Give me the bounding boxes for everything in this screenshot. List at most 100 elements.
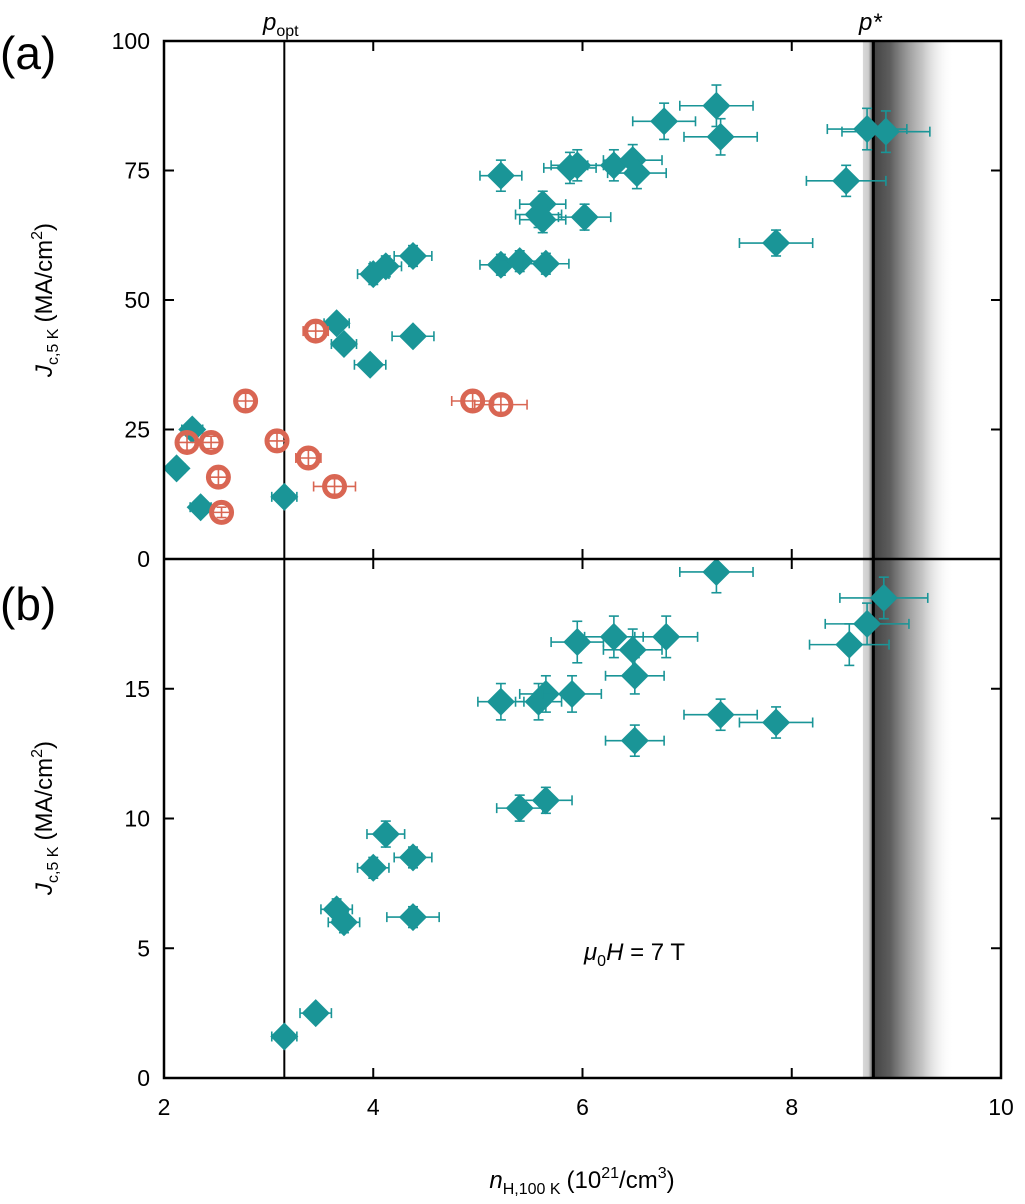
diamond-point xyxy=(824,602,910,646)
circle-point xyxy=(198,429,224,455)
diamond-marker xyxy=(702,91,731,120)
diamond-point xyxy=(518,786,573,815)
ticks-b: 2 4 6 8 10 0 5 10 15 xyxy=(124,559,1014,1120)
diamond-marker xyxy=(270,482,299,511)
diamond-point xyxy=(479,159,523,193)
p-star-shade xyxy=(862,41,954,559)
data-points-b xyxy=(270,559,929,1051)
diamond-marker xyxy=(486,687,515,716)
diamond-point xyxy=(683,698,759,732)
diamond-point xyxy=(606,156,668,190)
diamond-marker xyxy=(835,630,864,659)
x-tick-label: 10 xyxy=(988,1094,1014,1120)
diamond-marker xyxy=(164,454,191,483)
circle-marker xyxy=(303,318,329,344)
diamond-point xyxy=(604,724,665,758)
y-tick-label: 5 xyxy=(137,935,150,961)
diamond-marker xyxy=(702,559,731,586)
circle-point xyxy=(312,473,357,499)
diamond-marker xyxy=(301,999,330,1028)
circle-marker xyxy=(322,473,348,499)
diamond-point xyxy=(353,350,387,379)
diamond-point xyxy=(393,241,433,270)
diamond-point xyxy=(369,252,403,281)
diamond-point xyxy=(679,559,754,594)
data-points-a xyxy=(164,84,931,525)
circle-point xyxy=(264,428,290,454)
circle-point xyxy=(174,429,200,455)
y-tick-label: 25 xyxy=(124,417,150,443)
y-tick-label: 0 xyxy=(137,1065,150,1091)
diamond-marker xyxy=(762,708,791,737)
diamond-point xyxy=(366,820,406,849)
diamond-marker xyxy=(270,1022,299,1051)
diamond-marker xyxy=(356,350,385,379)
diamond-marker xyxy=(871,117,900,146)
diamond-point xyxy=(270,1022,299,1051)
diamond-marker xyxy=(399,843,428,872)
diamond-point xyxy=(322,309,351,338)
diamond-marker xyxy=(706,122,735,151)
panel-b: 2 4 6 8 10 0 5 10 15 (b) Jc,5 K(MA/cm2) μ0H = 7 … xyxy=(0,559,1014,1198)
y-tick-label: 50 xyxy=(124,287,150,313)
diamond-marker xyxy=(528,205,557,234)
diamond-marker xyxy=(650,107,679,136)
diamond-point xyxy=(270,482,299,511)
diamond-point xyxy=(391,322,435,351)
x-tick-label: 8 xyxy=(785,1094,798,1120)
diamond-marker xyxy=(186,493,215,522)
circle-point xyxy=(295,445,322,471)
diamond-marker xyxy=(563,628,592,657)
p-star-band-b xyxy=(862,559,954,1078)
diamond-point xyxy=(604,656,665,695)
diamond-point xyxy=(356,853,390,882)
x-tick-label: 4 xyxy=(367,1094,380,1120)
diamond-marker xyxy=(869,583,898,612)
diamond-marker xyxy=(322,309,351,338)
circle-marker xyxy=(295,445,321,471)
diamond-marker xyxy=(359,853,388,882)
circle-marker xyxy=(174,429,200,455)
diamond-point xyxy=(808,623,890,667)
circle-point xyxy=(233,388,259,414)
x-tick-label: 2 xyxy=(158,1094,171,1120)
diamond-point xyxy=(164,454,191,483)
diamond-marker xyxy=(832,166,861,195)
field-annotation: μ0H = 7 T xyxy=(583,939,685,970)
panel-a: 0 25 50 75 100 (a) Jc,5 K(MA/cm2) popt p* xyxy=(0,9,1002,572)
diamond-point xyxy=(477,682,525,721)
diamond-marker xyxy=(371,252,400,281)
diamond-marker xyxy=(762,229,791,258)
diamond-point xyxy=(386,903,440,932)
y-tick-label: 10 xyxy=(124,806,150,832)
p-opt-label: popt xyxy=(262,9,299,40)
diamond-marker xyxy=(706,700,735,729)
diamond-point xyxy=(841,110,931,154)
p-star-label: p* xyxy=(858,9,882,36)
diamond-marker xyxy=(531,249,560,278)
diamond-marker xyxy=(563,151,592,180)
y-tick-label: 100 xyxy=(112,28,150,54)
diamond-marker xyxy=(371,820,400,849)
diamond-marker xyxy=(399,903,428,932)
circle-marker xyxy=(209,499,235,525)
panel-label-a: (a) xyxy=(0,27,56,79)
diamond-point xyxy=(329,330,358,359)
diamond-point xyxy=(839,576,929,620)
diamond-marker xyxy=(531,786,560,815)
diamond-point xyxy=(550,620,605,664)
diamond-point xyxy=(541,674,603,713)
diamond-marker xyxy=(486,161,515,190)
diamond-marker xyxy=(599,622,628,651)
circle-point xyxy=(473,392,528,418)
diamond-point xyxy=(631,102,697,141)
y-tick-label: 15 xyxy=(124,676,150,702)
circle-marker xyxy=(460,388,486,414)
diamond-point xyxy=(738,229,814,258)
diamond-marker xyxy=(652,622,681,651)
diamond-marker xyxy=(570,203,599,232)
diamond-point xyxy=(634,615,699,659)
diamond-point xyxy=(738,706,814,739)
reference-lines-b xyxy=(283,559,875,1078)
